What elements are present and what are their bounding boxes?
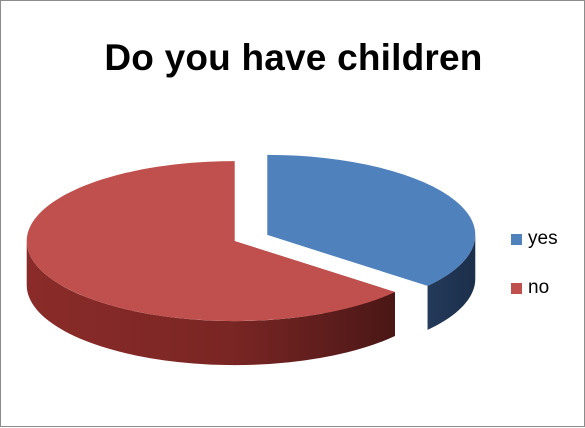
legend-item-no: no (511, 276, 558, 300)
legend-swatch-no (511, 282, 522, 294)
pie-slice-top-no (26, 161, 395, 322)
pie-slice-top-yes (267, 154, 476, 286)
legend-label-no: no (528, 277, 550, 298)
legend-swatch-yes (511, 233, 522, 245)
legend-label-yes: yes (528, 228, 558, 249)
pie-slice-no (26, 161, 395, 366)
pie-slice-side-no (26, 241, 395, 366)
legend-item-yes: yes (511, 227, 558, 251)
legend: yes no (511, 227, 558, 325)
pie-slice-side-yes (427, 234, 476, 330)
chart-title: Do you have children (104, 37, 483, 78)
pie-slice-yes (267, 154, 476, 330)
